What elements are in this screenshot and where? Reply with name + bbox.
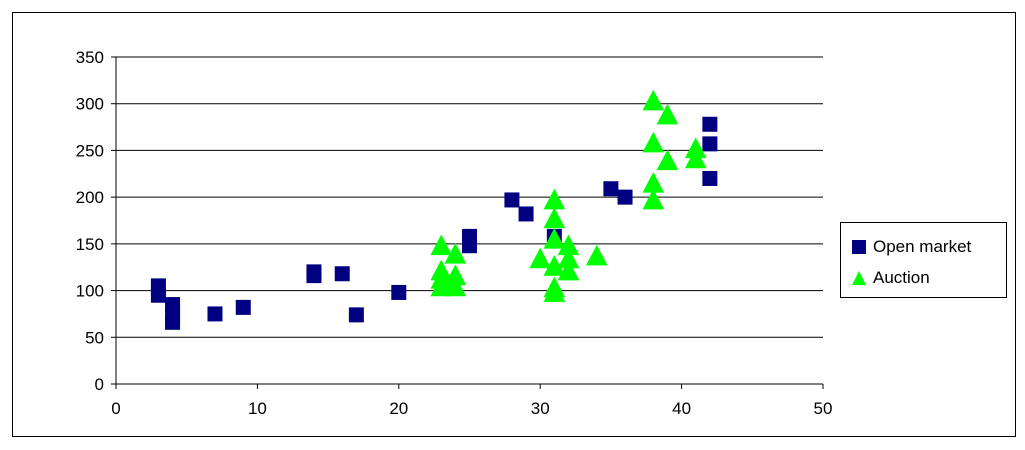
legend: Open market Auction	[840, 222, 1007, 298]
legend-item-auction: Auction	[851, 267, 930, 289]
data-point-auction	[529, 247, 552, 269]
data-point-auction	[557, 259, 580, 281]
x-tick-label: 10	[248, 399, 267, 418]
data-point-auction	[642, 131, 665, 153]
data-point-open-market	[165, 314, 181, 330]
data-point-open-market	[617, 189, 633, 205]
data-point-auction	[543, 207, 566, 229]
square-icon	[851, 239, 867, 255]
data-point-auction	[656, 103, 679, 125]
y-tick-label: 300	[76, 95, 104, 114]
data-point-open-market	[702, 170, 718, 186]
data-point-open-market	[334, 266, 350, 282]
data-point-auction	[430, 275, 453, 297]
x-tick-label: 50	[814, 399, 833, 418]
y-tick-label: 0	[95, 375, 104, 394]
data-point-auction	[543, 228, 566, 249]
data-point-open-market	[518, 206, 534, 222]
series-auction	[430, 89, 707, 302]
y-tick-label: 50	[85, 328, 104, 347]
data-point-open-market	[391, 284, 407, 300]
triangle-icon	[851, 270, 867, 286]
y-tick-label: 100	[76, 282, 104, 301]
data-point-open-market	[306, 268, 322, 284]
x-tick-label: 30	[531, 399, 550, 418]
data-point-auction	[656, 149, 679, 171]
data-point-auction	[430, 234, 453, 256]
x-tick-label: 40	[672, 399, 691, 418]
data-point-open-market	[603, 181, 619, 197]
y-tick-label: 150	[76, 235, 104, 254]
data-point-auction	[684, 147, 707, 169]
x-axis-tick-labels: 0 10 20 30 40 50	[111, 399, 832, 418]
data-point-open-market	[462, 238, 477, 254]
axes	[111, 56, 824, 389]
data-point-open-market	[348, 307, 364, 323]
x-tick-label: 0	[111, 399, 120, 418]
data-point-open-market	[702, 136, 718, 152]
data-point-auction	[444, 275, 467, 297]
data-point-auction	[543, 188, 566, 210]
gridlines	[116, 56, 823, 338]
legend-item-open-market: Open market	[851, 236, 971, 258]
data-point-open-market	[207, 306, 223, 322]
data-point-open-market	[235, 299, 251, 315]
legend-label-open-market: Open market	[873, 237, 972, 256]
x-tick-label: 20	[389, 399, 408, 418]
legend-label-auction: Auction	[873, 268, 930, 287]
data-point-open-market	[150, 287, 166, 303]
y-tick-label: 350	[76, 48, 104, 67]
data-point-auction	[642, 89, 665, 111]
data-point-auction	[444, 242, 467, 264]
series-open-market	[150, 116, 718, 330]
data-point-auction	[642, 188, 665, 210]
data-point-open-market	[504, 192, 520, 208]
y-axis-tick-labels: 0 50 100 150 200 250 300 350	[76, 48, 104, 394]
y-tick-label: 200	[76, 188, 104, 207]
data-point-auction	[543, 281, 566, 302]
y-tick-label: 250	[76, 141, 104, 160]
data-point-open-market	[702, 116, 718, 132]
data-point-auction	[585, 244, 608, 266]
